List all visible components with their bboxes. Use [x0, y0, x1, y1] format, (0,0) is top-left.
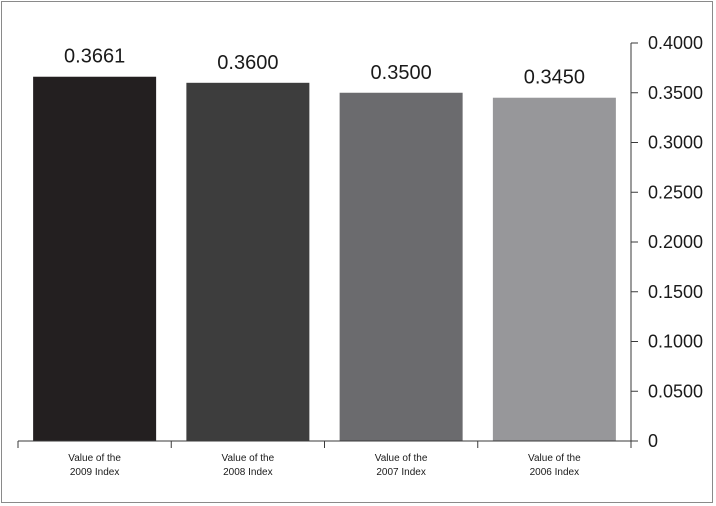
bar-3 — [492, 97, 616, 441]
category-label-2-line-1: 2007 Index — [376, 467, 426, 478]
y-tick-label-3: 0.1500 — [648, 282, 703, 302]
category-label-3-line-1: 2006 Index — [530, 467, 580, 478]
bar-value-label-1: 0.3600 — [217, 52, 278, 74]
category-label-1-line-0: Value of the — [222, 453, 275, 464]
y-tick-label-2: 0.1000 — [648, 332, 703, 352]
category-label-3-line-0: Value of the — [528, 453, 581, 464]
y-tick-label-8: 0.4000 — [648, 33, 703, 53]
bar-2 — [339, 92, 463, 441]
y-tick-label-5: 0.2500 — [648, 182, 703, 202]
bar-value-label-0: 0.3661 — [64, 46, 125, 68]
y-tick-label-1: 0.0500 — [648, 381, 703, 401]
category-label-2-line-0: Value of the — [375, 453, 428, 464]
bar-value-label-3: 0.3450 — [524, 67, 585, 89]
value-labels-layer: 0.3661 Value of the 2009 Index 0.3600 Value … — [64, 46, 585, 478]
axes-layer: 0 0.0500 0.1000 0.1500 0.2000 0.2500 0.3000 0.3… — [17, 33, 703, 451]
category-label-0-line-1: 2009 Index — [70, 467, 120, 478]
category-label-1-line-1: 2008 Index — [223, 467, 273, 478]
bar-value-label-2: 0.3500 — [371, 62, 432, 84]
bars-layer — [33, 76, 616, 442]
y-tick-label-6: 0.3000 — [648, 133, 703, 153]
y-tick-label-4: 0.2000 — [648, 232, 703, 252]
category-label-0-line-0: Value of the — [68, 453, 121, 464]
bar-1 — [186, 82, 310, 442]
bar-0 — [33, 76, 157, 441]
y-tick-label-7: 0.3500 — [648, 83, 703, 103]
y-tick-label-0: 0 — [648, 431, 658, 451]
